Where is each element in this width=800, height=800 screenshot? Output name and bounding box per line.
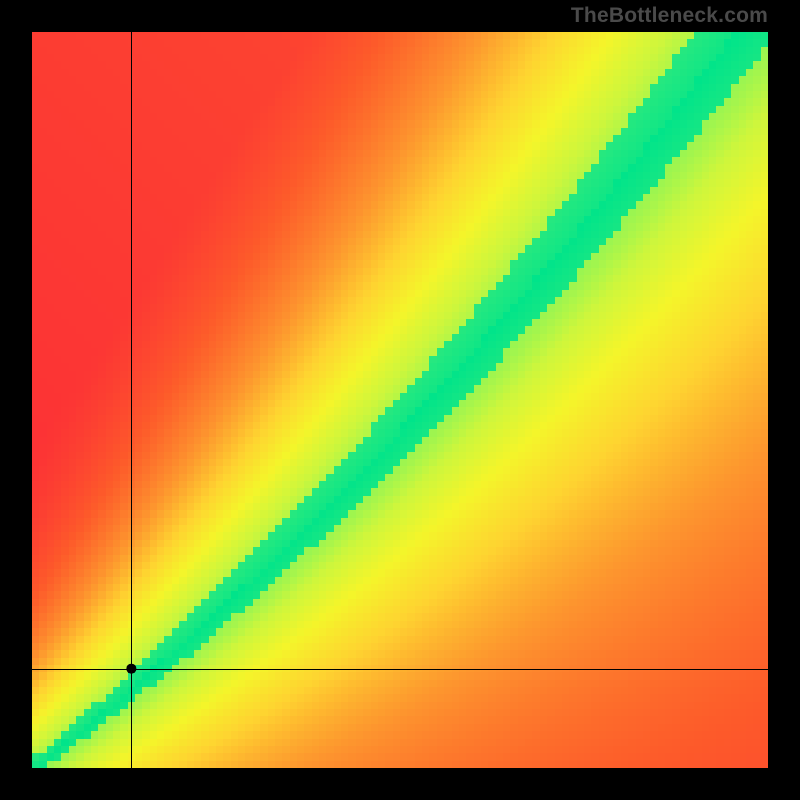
- watermark-text: TheBottleneck.com: [571, 4, 768, 28]
- chart-container: { "watermark": { "text": "TheBottleneck.…: [0, 0, 800, 800]
- bottleneck-heatmap: [0, 0, 800, 800]
